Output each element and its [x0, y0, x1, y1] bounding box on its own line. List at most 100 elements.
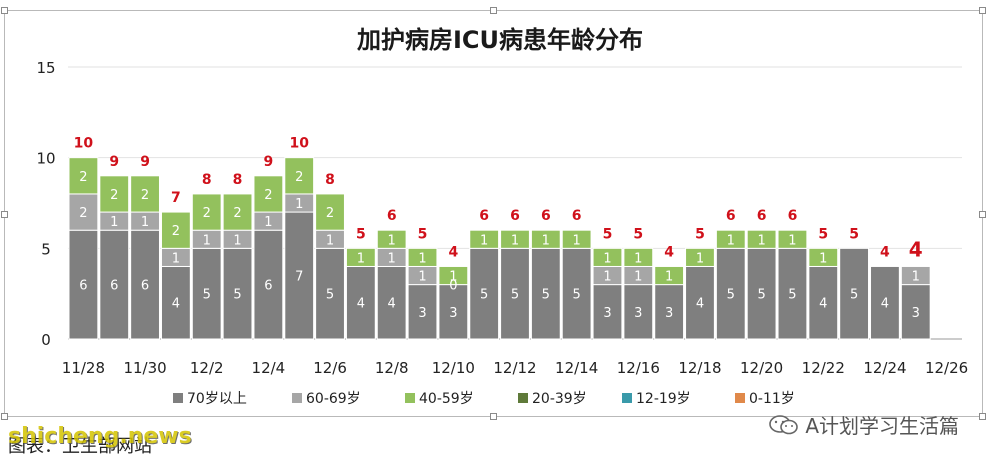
resize-handle-top[interactable] — [490, 7, 497, 14]
total-label: 9 — [109, 154, 119, 170]
bar-segment — [654, 284, 685, 340]
total-label: 5 — [356, 226, 366, 242]
y-tick-label: 0 — [41, 331, 51, 349]
segment-label: 2 — [141, 188, 149, 203]
total-label: 6 — [387, 208, 397, 224]
legend-swatch — [622, 393, 632, 403]
segment-label: 4 — [881, 297, 889, 312]
bar-segment — [469, 229, 500, 249]
segment-label: 1 — [388, 233, 396, 248]
segment-label: 6 — [264, 279, 272, 294]
segment-label: 1 — [110, 215, 118, 230]
bar-segment — [284, 157, 315, 195]
segment-label: 4 — [819, 297, 827, 312]
data-labels: 6221061296129412751285128612971210512841… — [74, 136, 923, 321]
total-label: 6 — [788, 208, 798, 224]
bar-segment — [376, 229, 407, 249]
legend-label: 20-39岁 — [532, 391, 587, 407]
total-label: 6 — [510, 208, 520, 224]
bar-segment — [561, 247, 592, 340]
x-tick-label: 11/28 — [62, 359, 105, 377]
total-label: 9 — [264, 154, 274, 170]
total-label: 4 — [664, 244, 674, 260]
total-label: 7 — [171, 190, 181, 206]
bars — [68, 157, 931, 340]
segment-label: 1 — [542, 233, 550, 248]
bar-segment — [99, 229, 130, 340]
legend-label: 0-11岁 — [749, 391, 795, 407]
segment-label: 6 — [79, 279, 87, 294]
segment-label: 1 — [819, 251, 827, 266]
x-tick-label: 12/18 — [678, 359, 721, 377]
segment-label: 1 — [511, 233, 519, 248]
segment-label: 2 — [295, 170, 303, 185]
segment-label: 1 — [634, 251, 642, 266]
resize-handle-top-left[interactable] — [1, 7, 8, 14]
bar-segment — [99, 175, 130, 213]
bar-segment — [870, 265, 900, 340]
segment-label: 5 — [788, 288, 796, 303]
bar-segment — [592, 247, 623, 267]
total-label: 9 — [140, 154, 150, 170]
legend-label: 12-19岁 — [636, 391, 691, 407]
segment-label: 6 — [110, 279, 118, 294]
bar-segment — [685, 247, 715, 267]
x-axis: 11/28 11/30 12/2 12/4 12/6 12/8 12/10 12/12 12/1… — [62, 359, 968, 377]
legend-swatch — [735, 393, 745, 403]
bar-segment — [715, 247, 746, 340]
total-label: 8 — [233, 172, 243, 188]
bar-segment — [253, 229, 284, 340]
x-tick-label: 12/10 — [432, 359, 475, 377]
segment-label: 5 — [542, 288, 550, 303]
watermark: shicheng.news — [8, 424, 192, 449]
segment-label: 1 — [295, 197, 303, 212]
resize-handle-bottom-right[interactable] — [979, 413, 986, 420]
segment-label: 5 — [573, 288, 581, 303]
bar-segment — [808, 247, 839, 267]
bar-segment — [469, 247, 500, 340]
segment-label: 3 — [418, 306, 426, 321]
legend-swatch — [292, 393, 302, 403]
bar-segment — [345, 247, 376, 267]
bar-segment — [839, 247, 870, 340]
segment-label: 2 — [110, 188, 118, 203]
y-tick-label: 5 — [41, 240, 51, 258]
segment-label: 1 — [480, 233, 488, 248]
total-label: 8 — [202, 172, 212, 188]
total-label: 6 — [479, 208, 489, 224]
x-tick-label: 12/6 — [313, 359, 347, 377]
segment-label: 1 — [388, 251, 396, 266]
account-badge: A计划学习生活篇 — [769, 410, 959, 439]
x-tick-label: 12/4 — [252, 359, 286, 377]
source-caption: 图表：卫生部网站 — [8, 436, 152, 457]
segment-label: 1 — [357, 251, 365, 266]
segment-label: 4 — [357, 297, 365, 312]
resize-handle-right[interactable] — [979, 211, 986, 218]
bar-segment — [623, 284, 654, 340]
segment-label: 1 — [573, 233, 581, 248]
resize-handle-top-right[interactable] — [979, 7, 986, 14]
total-label: 6 — [726, 208, 736, 224]
bar-segment — [315, 247, 345, 340]
segment-label: 4 — [388, 297, 396, 312]
segment-label: 1 — [757, 233, 765, 248]
y-tick-label: 10 — [36, 150, 55, 168]
resize-handle-left[interactable] — [1, 211, 8, 218]
resize-handle-bottom-left[interactable] — [1, 413, 8, 420]
legend-swatch — [405, 393, 415, 403]
x-tick-label: 12/12 — [493, 359, 536, 377]
segment-label: 5 — [757, 288, 765, 303]
total-label: 10 — [289, 136, 309, 152]
total-label: 10 — [74, 136, 94, 152]
segment-label: 2 — [203, 206, 211, 221]
bar-segment — [222, 247, 253, 340]
x-tick-label: 12/16 — [617, 359, 660, 377]
x-tick-label: 12/20 — [740, 359, 783, 377]
bar-segment — [68, 157, 99, 195]
total-label: 6 — [541, 208, 551, 224]
bar-segment — [191, 193, 222, 231]
resize-handle-bottom[interactable] — [490, 413, 497, 420]
segment-label: 1 — [203, 233, 211, 248]
account-name: A计划学习生活篇 — [805, 414, 959, 438]
